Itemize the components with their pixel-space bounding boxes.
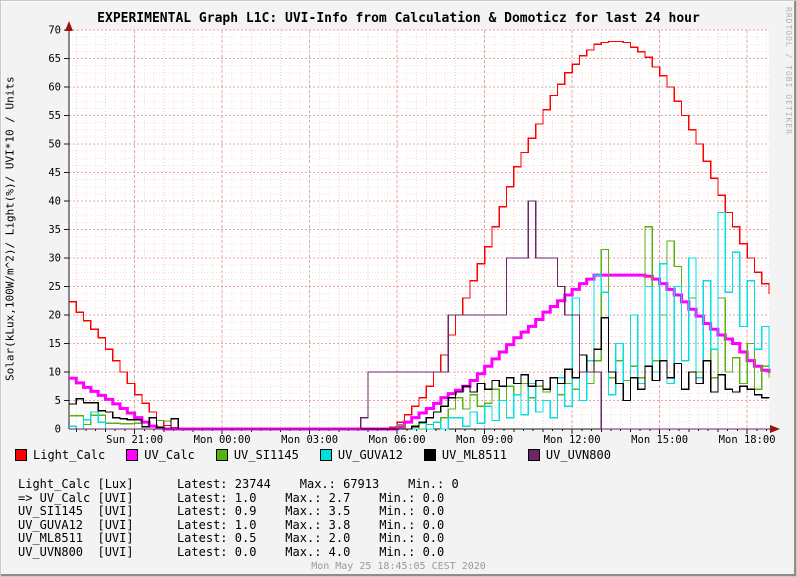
legend-swatch (424, 449, 436, 461)
legend-label: UV_UVN800 (546, 448, 611, 462)
stats-row-light_calc: Light_Calc [Lux] Latest: 23744 Max.: 679… (18, 478, 459, 492)
legend-swatch (216, 449, 228, 461)
y-tick-label: 5 (55, 395, 61, 407)
legend-item-light_calc: Light_Calc (15, 448, 105, 462)
legend-swatch (126, 449, 138, 461)
legend-label: UV_Calc (144, 448, 195, 462)
y-tick-label: 40 (48, 196, 61, 208)
y-tick-label: 20 (48, 310, 61, 322)
x-tick-label: Mon 03:00 (281, 434, 338, 446)
legend-item-uv_ml8511: UV_ML8511 (424, 448, 507, 462)
legend-item-uv_si1145: UV_SI1145 (216, 448, 299, 462)
stats-row-uv_guva12: UV_GUVA12 [UVI] Latest: 1.0 Max.: 3.8 Mi… (18, 519, 459, 533)
y-tick-label: 15 (48, 338, 61, 350)
footer-timestamp: Mon May 25 18:45:05 CEST 2020 (1, 561, 796, 572)
y-tick-label: 50 (48, 139, 61, 151)
y-tick-label: 45 (48, 167, 61, 179)
legend-label: UV_SI1145 (234, 448, 299, 462)
legend-label: UV_GUVA12 (338, 448, 403, 462)
legend: Light_Calc UV_Calc UV_SI1145 UV_GUVA12 UV_ML… (15, 448, 611, 462)
legend-swatch (528, 449, 540, 461)
y-tick-label: 25 (48, 281, 61, 293)
stats-block: Light_Calc [Lux] Latest: 23744 Max.: 679… (18, 478, 459, 559)
y-tick-label: 65 (48, 53, 61, 65)
legend-item-uv_guva12: UV_GUVA12 (320, 448, 403, 462)
y-tick-label: 35 (48, 224, 61, 236)
legend-swatch (320, 449, 332, 461)
x-tick-label: Mon 12:00 (544, 434, 601, 446)
x-tick-label: Mon 18:00 (719, 434, 776, 446)
stats-row-uv_uvn800: UV_UVN800 [UVI] Latest: 0.0 Max.: 4.0 Mi… (18, 546, 459, 560)
stats-row-uv_ml8511: UV_ML8511 [UVI] Latest: 0.5 Max.: 2.0 Mi… (18, 532, 459, 546)
plot-area: Sun 21:00 Mon 00:00 Mon 03:00 Mon 06:00 Mon … (1, 1, 796, 446)
y-tick-label: 10 (48, 367, 61, 379)
x-tick-label: Sun 21:00 (106, 434, 163, 446)
legend-item-uv_uvn800: UV_UVN800 (528, 448, 611, 462)
y-tick-label: 0 (55, 424, 61, 436)
legend-label: UV_ML8511 (442, 448, 507, 462)
x-tick-label: Mon 15:00 (631, 434, 688, 446)
x-tick-label: Mon 00:00 (194, 434, 251, 446)
rrdtool-graph-window: EXPERIMENTAL Graph L1C: UVI-Info from Ca… (0, 0, 797, 577)
y-tick-label: 55 (48, 110, 61, 122)
x-tick-label: Mon 09:00 (456, 434, 513, 446)
x-tick-label: Mon 06:00 (369, 434, 426, 446)
y-tick-label: 70 (48, 25, 61, 37)
y-tick-label: 60 (48, 82, 61, 94)
legend-swatch (15, 449, 27, 461)
legend-item-uv_calc: UV_Calc (126, 448, 195, 462)
stats-row-uv_si1145: UV_SI1145 [UVI] Latest: 0.9 Max.: 3.5 Mi… (18, 505, 459, 519)
stats-row-uv_calc: => UV_Calc [UVI] Latest: 1.0 Max.: 2.7 M… (18, 492, 459, 506)
legend-label: Light_Calc (33, 448, 105, 462)
y-tick-label: 30 (48, 253, 61, 265)
